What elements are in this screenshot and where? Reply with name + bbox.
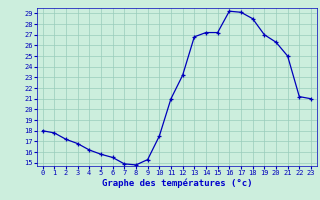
X-axis label: Graphe des températures (°c): Graphe des températures (°c)	[101, 179, 252, 188]
